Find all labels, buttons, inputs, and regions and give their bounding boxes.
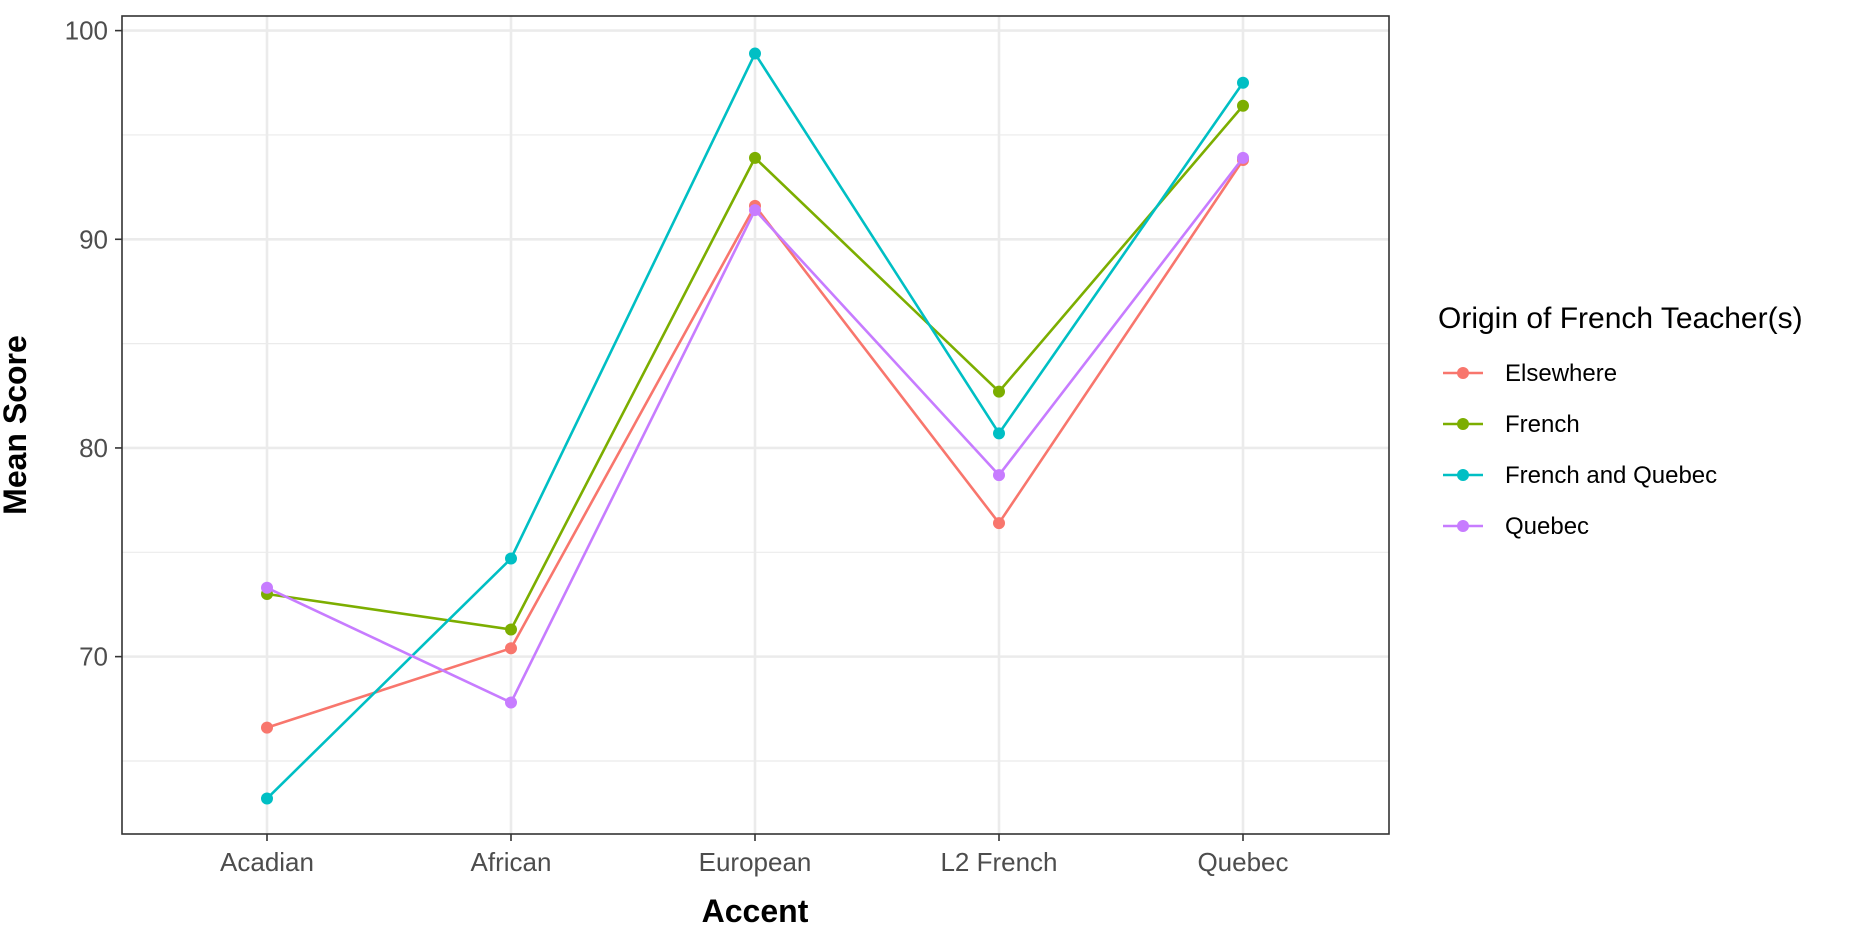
y-axis-title: Mean Score <box>0 335 33 515</box>
data-point <box>993 517 1005 530</box>
data-point <box>749 47 761 60</box>
data-point <box>261 721 273 734</box>
series-layer <box>261 47 1249 805</box>
data-point <box>505 552 517 565</box>
data-point <box>505 642 517 655</box>
x-tick-label: African <box>471 847 552 877</box>
legend: Origin of French Teacher(s) Elsewhere Fre… <box>1438 302 1803 540</box>
x-axis: Acadian African European L2 French Quebec <box>220 834 1289 877</box>
legend-item: Quebec <box>1443 513 1589 540</box>
y-axis: 70 80 90 100 <box>65 16 122 672</box>
x-tick-label: Acadian <box>220 847 314 877</box>
y-tick-label: 100 <box>65 16 108 46</box>
y-tick-label: 90 <box>79 224 108 254</box>
legend-label: Quebec <box>1505 513 1589 540</box>
data-point <box>749 204 761 217</box>
legend-label: Elsewhere <box>1505 360 1617 387</box>
legend-label: French <box>1505 411 1580 438</box>
series-french-and-quebec <box>261 47 1249 805</box>
data-point <box>993 469 1005 482</box>
series-french <box>261 99 1249 636</box>
legend-key-point <box>1457 520 1469 532</box>
data-point <box>749 151 761 164</box>
data-point <box>261 581 273 594</box>
legend-item: French and Quebec <box>1443 462 1717 489</box>
data-point <box>261 792 273 805</box>
data-point <box>505 623 517 636</box>
x-tick-label: L2 French <box>940 847 1057 877</box>
data-point <box>993 427 1005 440</box>
legend-title: Origin of French Teacher(s) <box>1438 302 1803 335</box>
x-tick-label: Quebec <box>1197 847 1288 877</box>
data-point <box>505 696 517 709</box>
data-point <box>1237 76 1249 89</box>
x-axis-title: Accent <box>702 893 809 929</box>
legend-label: French and Quebec <box>1505 462 1717 489</box>
data-point <box>1237 151 1249 164</box>
data-point <box>993 385 1005 398</box>
legend-item: French <box>1443 411 1580 438</box>
legend-key-point <box>1457 469 1469 481</box>
legend-key-point <box>1457 367 1469 379</box>
y-tick-label: 80 <box>79 433 108 463</box>
data-point <box>1237 99 1249 112</box>
legend-item: Elsewhere <box>1443 360 1617 387</box>
legend-key-point <box>1457 418 1469 430</box>
series-quebec <box>261 151 1249 709</box>
y-tick-label: 70 <box>79 642 108 672</box>
x-tick-label: European <box>699 847 812 877</box>
